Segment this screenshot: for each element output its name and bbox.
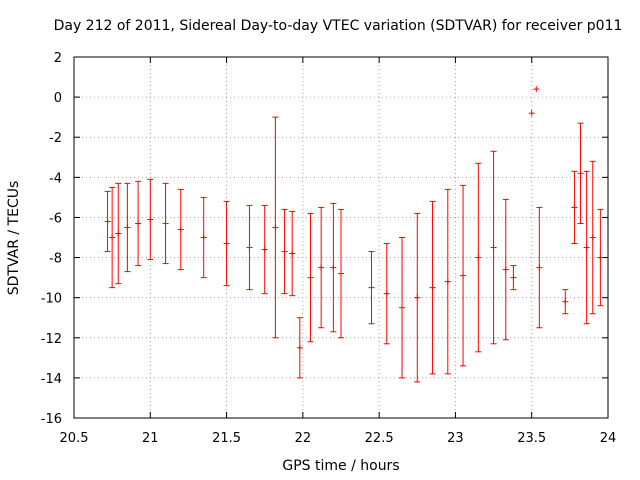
data-point (246, 204, 253, 291)
data-point (135, 180, 142, 267)
data-point (533, 86, 540, 93)
x-tick-labels: 20.5 21 21.5 22 22.5 23 23.5 24 (60, 431, 617, 446)
data-point (536, 206, 543, 329)
x-tick-label: 23 (447, 431, 464, 446)
data-point (115, 182, 122, 285)
data-point (597, 208, 604, 307)
data-point (562, 289, 569, 315)
x-tick-label: 22 (295, 431, 312, 446)
x-tick-label: 21 (142, 431, 159, 446)
y-tick-label: 0 (54, 91, 62, 106)
grid (74, 57, 608, 418)
data-point (200, 196, 207, 279)
y-tick-labels: -16 -14 -12 -10 -8 -6 -4 -2 0 2 (41, 51, 62, 427)
x-tick-label: 24 (600, 431, 617, 446)
data-point (383, 243, 390, 345)
data-point (429, 200, 436, 375)
data-point (490, 150, 497, 345)
y-tick-label: -16 (41, 412, 62, 427)
y-tick-label: 2 (54, 51, 62, 66)
data-point (583, 170, 590, 325)
data-point (162, 182, 169, 265)
y-tick-label: -4 (49, 171, 62, 186)
data-point (261, 204, 268, 295)
data-point (318, 206, 325, 329)
data-point (460, 184, 467, 367)
data-point (368, 251, 375, 325)
data-point (414, 212, 421, 383)
data-point (528, 110, 535, 117)
data-point (444, 188, 451, 375)
x-tick-label: 23.5 (517, 431, 546, 446)
y-tick-label: -8 (49, 252, 62, 267)
data-point (589, 160, 596, 315)
data-point (281, 208, 288, 295)
plot-frame (73, 56, 609, 419)
y-tick-label: -2 (49, 131, 62, 146)
y-tick-label: -6 (49, 211, 62, 226)
data-point (502, 198, 509, 341)
data-point (296, 317, 303, 379)
y-tick-label: -12 (41, 332, 62, 347)
data-point (510, 265, 517, 291)
data-point (104, 190, 111, 253)
data-point (223, 200, 230, 287)
data-point (124, 182, 131, 273)
data-point (399, 237, 406, 379)
y-tick-label: -14 (41, 372, 62, 387)
x-tick-label: 21.5 (212, 431, 241, 446)
x-tick-label: 22.5 (365, 431, 394, 446)
data-point (577, 122, 584, 224)
data-point (147, 178, 154, 261)
x-axis-label: GPS time / hours (282, 458, 399, 474)
data-point (272, 116, 279, 339)
data-point (338, 208, 344, 339)
x-tick-label: 20.5 (60, 431, 89, 446)
y-axis-label: SDTVAR / TECUs (6, 181, 22, 296)
data-point (289, 210, 296, 297)
data-point (571, 170, 578, 245)
data-point (177, 188, 184, 271)
data-point (330, 202, 337, 333)
chart-title: Day 212 of 2011, Sidereal Day-to-day VTE… (54, 18, 623, 34)
data-point (475, 162, 482, 353)
y-tick-label: -10 (41, 292, 62, 307)
data-series (104, 86, 604, 383)
data-point (307, 212, 314, 343)
data-point (109, 186, 116, 289)
